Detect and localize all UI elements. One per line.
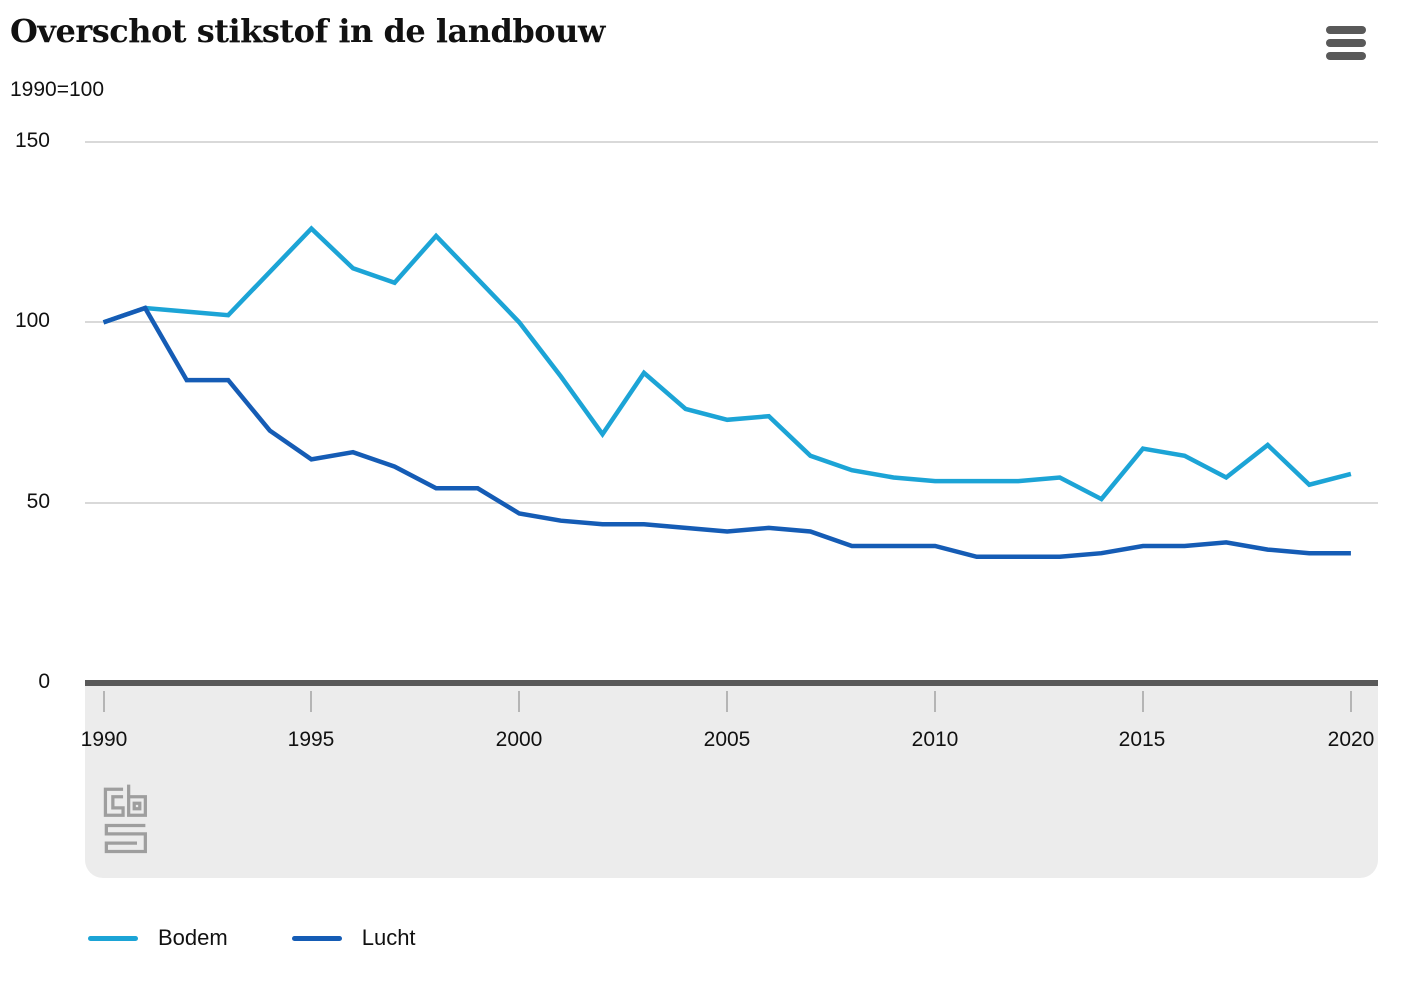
menu-bar [1326, 26, 1366, 34]
y-axis-label-50: 50 [26, 490, 50, 513]
x-tick-2000 [518, 691, 520, 712]
menu-bar [1326, 52, 1366, 60]
x-axis-label-1995: 1995 [287, 728, 335, 751]
x-tick-2010 [934, 691, 936, 712]
x-tick-2005 [726, 691, 728, 712]
chart-title: Overschot stikstof in de landbouw [10, 12, 605, 50]
x-axis-label-2020: 2020 [1327, 728, 1375, 751]
gridline-100 [85, 321, 1378, 323]
bodem-swatch-icon [88, 935, 138, 941]
x-axis-label-2005: 2005 [703, 728, 751, 751]
x-axis-line [85, 680, 1378, 686]
cbs-logo-s [104, 823, 147, 854]
x-axis-label-2010: 2010 [911, 728, 959, 751]
cbs-logo [103, 784, 147, 854]
lucht-line [102, 305, 1351, 560]
x-axis-label-2015: 2015 [1118, 728, 1166, 751]
x-tick-2020 [1350, 691, 1352, 712]
y-axis-label-100: 100 [14, 309, 50, 332]
x-axis-label-1990: 1990 [80, 728, 128, 751]
cbs-logo-b [127, 784, 147, 817]
legend-item-bodem[interactable]: Bodem [88, 925, 228, 951]
hamburger-menu-icon[interactable] [1326, 20, 1372, 66]
bodem-line [102, 225, 1352, 502]
x-tick-2015 [1142, 691, 1144, 712]
x-tick-1990 [103, 691, 105, 712]
legend: Bodem Lucht [88, 925, 416, 951]
lucht-swatch-icon [291, 935, 342, 941]
legend-label-lucht: Lucht [361, 925, 416, 950]
y-axis-label-150: 150 [14, 129, 50, 152]
gridline-50 [85, 502, 1378, 504]
cbs-logo-c [103, 787, 125, 817]
x-axis-label-2000: 2000 [495, 728, 543, 751]
x-tick-1995 [310, 691, 312, 712]
legend-label-bodem: Bodem [158, 925, 228, 950]
gridline-150 [85, 141, 1378, 143]
legend-item-lucht[interactable]: Lucht [291, 925, 416, 951]
y-axis-label-0: 0 [38, 670, 50, 693]
menu-bar [1326, 39, 1366, 47]
chart-subtitle: 1990=100 [10, 78, 105, 101]
x-axis-panel [85, 686, 1378, 878]
